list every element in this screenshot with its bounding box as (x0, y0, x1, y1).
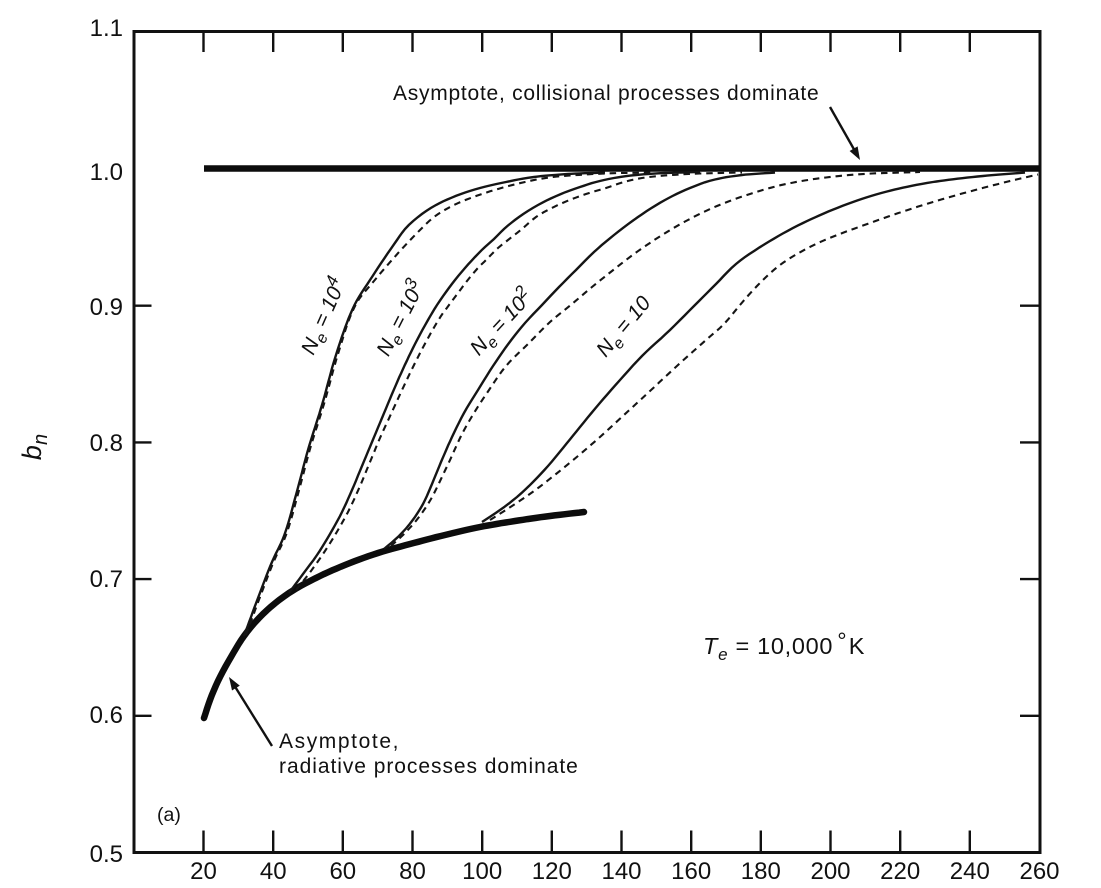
svg-text:Ne = 104: Ne = 104 (292, 273, 355, 360)
svg-text:Ne = 102: Ne = 102 (462, 281, 541, 363)
svg-text:Ne = 103: Ne = 103 (368, 274, 434, 361)
svg-text:260: 260 (1019, 858, 1059, 885)
svg-text:140: 140 (601, 858, 641, 885)
svg-text:bn: bn (17, 434, 52, 460)
svg-text:120: 120 (532, 858, 572, 885)
svg-text:radiative processes dominate: radiative processes dominate (279, 755, 579, 778)
svg-text:220: 220 (880, 858, 920, 885)
svg-text:Ne = 10: Ne = 10 (592, 292, 659, 365)
svg-text:160: 160 (671, 858, 711, 885)
svg-text:0.7: 0.7 (90, 566, 123, 593)
svg-text:20: 20 (190, 858, 217, 885)
svg-text:80: 80 (399, 858, 426, 885)
svg-text:60: 60 (329, 858, 356, 885)
svg-text:1.0: 1.0 (90, 159, 123, 186)
svg-text:240: 240 (950, 858, 990, 885)
svg-text:180: 180 (741, 858, 781, 885)
svg-text:Asymptote, collisional process: Asymptote, collisional processes dominat… (393, 82, 819, 105)
svg-text:0.9: 0.9 (90, 294, 123, 321)
svg-text:0.8: 0.8 (90, 430, 123, 457)
svg-text:(a): (a) (157, 804, 181, 826)
svg-text:40: 40 (260, 858, 287, 885)
svg-text:0.5: 0.5 (90, 841, 123, 868)
svg-text:200: 200 (810, 858, 850, 885)
svg-text:1.1: 1.1 (90, 15, 123, 42)
svg-text:100: 100 (462, 858, 502, 885)
svg-text:Asymptote,: Asymptote, (279, 730, 400, 753)
svg-text:0.6: 0.6 (90, 702, 123, 729)
svg-text:Te = 10,000°K: Te = 10,000 °K (703, 628, 865, 664)
